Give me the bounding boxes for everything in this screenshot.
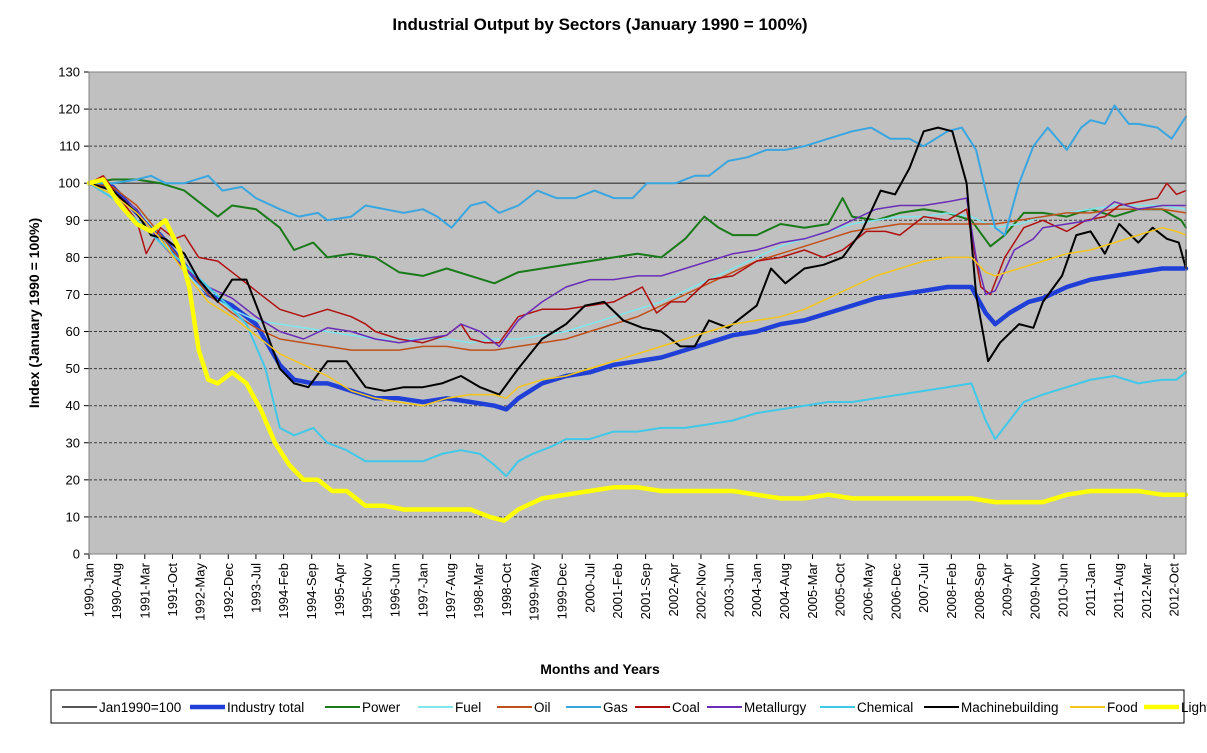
x-tick-label: 1997-Jan: [415, 563, 430, 617]
x-tick-label: 1993-Jul: [248, 563, 263, 613]
x-tick-label: 1995-Apr: [332, 562, 347, 616]
plot-border: [88, 71, 1187, 555]
x-tick-label: 2001-Sep: [638, 563, 653, 619]
plot-area: [89, 72, 1186, 554]
legend-label-machinebuilding: Machinebuilding: [961, 700, 1059, 715]
x-tick-label: 2004-Jan: [749, 563, 764, 617]
legend: Jan1990=100 Industry total Power Fuel Oil Gas…: [62, 700, 1207, 715]
series-lines: [86, 104, 1189, 523]
x-tick-label: 1999-May: [527, 563, 542, 621]
series-line-light: [86, 177, 1189, 523]
series-line-industry-total: [86, 180, 1189, 412]
y-tick-label: 80: [66, 250, 80, 265]
x-tick-label: 1997-Aug: [443, 563, 458, 619]
x-tick-label: 2003-Jun: [722, 563, 737, 617]
x-tick-label: 2009-Apr: [1000, 562, 1015, 616]
y-tick-label: 60: [66, 324, 80, 339]
y-tick-label: 130: [58, 65, 80, 80]
legend-label-industry-total: Industry total: [227, 700, 304, 715]
x-tick-label: 2012-Mar: [1139, 562, 1154, 618]
series-line-fuel: [88, 182, 1187, 344]
x-tick-label: 2006-Dec: [889, 563, 904, 620]
x-axis-ticks: 1990-Jan 1990-Aug 1991-Mar 1991-Oct 1992-May…: [82, 554, 1182, 621]
x-tick-label: 1991-Oct: [165, 563, 180, 617]
y-tick-label: 70: [66, 287, 80, 302]
x-tick-label: 1995-Nov: [360, 563, 375, 620]
chart-title: Industrial Output by Sectors (January 19…: [392, 15, 807, 34]
x-tick-label: 2005-Oct: [833, 563, 848, 617]
y-tick-label: 30: [66, 435, 80, 450]
legend-label-jan1990-100: Jan1990=100: [99, 700, 181, 715]
series-line-metallurgy: [88, 182, 1187, 348]
series-line-chemical: [88, 182, 1187, 478]
legend-label-gas: Gas: [603, 700, 628, 715]
series-line-gas: [88, 104, 1187, 237]
x-tick-label: 2009-Nov: [1027, 563, 1042, 620]
x-tick-label: 1992-May: [193, 563, 208, 621]
x-tick-label: 1991-Mar: [137, 562, 152, 618]
x-tick-label: 1990-Aug: [109, 563, 124, 619]
legend-label-metallurgy: Metallurgy: [744, 700, 807, 715]
series-line-coal: [88, 175, 1187, 344]
x-tick-label: 2008-Sep: [972, 563, 987, 619]
y-tick-label: 50: [66, 361, 80, 376]
legend-label-food: Food: [1107, 700, 1138, 715]
x-tick-label: 1994-Sep: [304, 563, 319, 619]
x-tick-label: 1992-Dec: [221, 563, 236, 620]
legend-box: [50, 689, 1185, 724]
y-tick-label: 10: [66, 509, 80, 524]
x-tick-label: 2006-May: [860, 563, 875, 621]
y-tick-label: 90: [66, 213, 80, 228]
x-tick-label: 2011-Aug: [1111, 563, 1126, 618]
x-tick-label: 2000-Jul: [582, 563, 597, 613]
x-tick-label: 2011-Jan: [1083, 563, 1098, 616]
y-tick-label: 110: [59, 139, 80, 154]
y-axis-ticks: 0 10 20 30 40 50 60 70 80 90 100 110 120 130: [58, 65, 89, 562]
x-tick-label: 1990-Jan: [82, 563, 97, 617]
legend-label-oil: Oil: [534, 700, 551, 715]
y-tick-label: 100: [58, 176, 80, 191]
y-tick-label: 20: [66, 472, 80, 487]
legend-label-power: Power: [362, 700, 401, 715]
x-tick-label: 2002-Apr: [666, 562, 681, 616]
y-axis-title: Index (January 1990 = 100%): [26, 218, 42, 408]
y-tick-label: 0: [73, 547, 80, 562]
x-tick-label: 2010-Jun: [1055, 563, 1070, 617]
x-tick-label: 1996-Jun: [388, 563, 403, 617]
x-tick-label: 2004-Aug: [777, 563, 792, 619]
x-tick-label: 1999-Dec: [555, 563, 570, 620]
x-tick-label: 2005-Mar: [805, 562, 820, 618]
gridlines: [89, 108, 1186, 518]
series-line-power: [88, 178, 1187, 285]
x-tick-label: 1994-Feb: [276, 563, 291, 619]
legend-label-light: Light: [1181, 700, 1207, 715]
x-tick-label: 2001-Feb: [610, 563, 625, 619]
x-axis-title: Months and Years: [540, 661, 660, 677]
x-tick-label: 2007-Jul: [916, 563, 931, 613]
x-tick-label: 2002-Nov: [693, 563, 708, 620]
x-tick-label: 1998-Mar: [471, 562, 486, 618]
x-tick-label: 2008-Feb: [944, 563, 959, 619]
legend-label-coal: Coal: [672, 700, 700, 715]
legend-label-chemical: Chemical: [857, 700, 913, 715]
series-line-food: [88, 182, 1187, 407]
x-tick-label: 2012-Oct: [1167, 563, 1182, 617]
series-line-oil: [88, 182, 1187, 351]
y-tick-label: 40: [66, 398, 80, 413]
y-tick-label: 120: [58, 102, 80, 117]
x-tick-label: 1998-Oct: [499, 563, 514, 617]
legend-label-fuel: Fuel: [455, 700, 481, 715]
